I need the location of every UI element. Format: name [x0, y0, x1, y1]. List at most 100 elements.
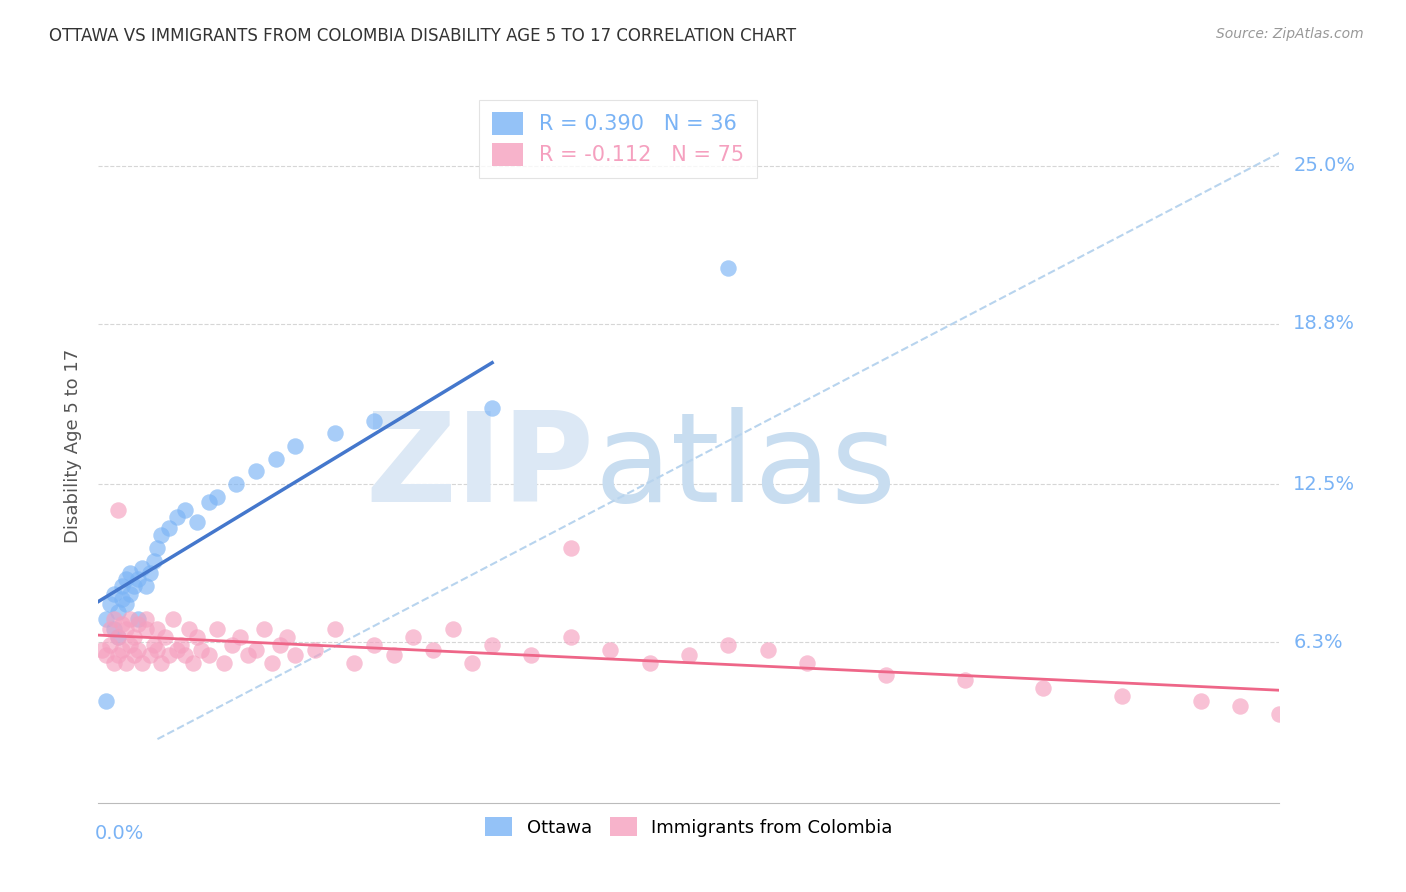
Point	[103, 623, 125, 637]
Point	[127, 643, 149, 657]
Point	[157, 648, 180, 662]
Point	[1032, 681, 1054, 695]
Point	[323, 623, 346, 637]
Point	[98, 623, 121, 637]
Point	[284, 439, 307, 453]
Point	[138, 648, 160, 662]
Point	[363, 413, 385, 427]
Point	[162, 612, 184, 626]
Point	[111, 643, 134, 657]
Text: 12.5%: 12.5%	[1294, 475, 1355, 494]
Point	[225, 477, 247, 491]
Point	[138, 566, 160, 581]
Point	[953, 673, 976, 688]
Point	[323, 426, 346, 441]
Point	[98, 597, 121, 611]
Point	[96, 648, 118, 662]
Point	[98, 638, 121, 652]
Point	[131, 656, 153, 670]
Point	[107, 648, 129, 662]
Point	[118, 587, 141, 601]
Y-axis label: Disability Age 5 to 17: Disability Age 5 to 17	[63, 349, 82, 543]
Point	[205, 490, 228, 504]
Point	[1189, 694, 1212, 708]
Point	[221, 638, 243, 652]
Point	[304, 643, 326, 657]
Point	[441, 623, 464, 637]
Point	[157, 520, 180, 534]
Point	[1268, 706, 1291, 721]
Point	[229, 630, 252, 644]
Text: 18.8%: 18.8%	[1294, 314, 1355, 334]
Point	[107, 502, 129, 516]
Point	[166, 510, 188, 524]
Point	[190, 643, 212, 657]
Text: Source: ZipAtlas.com: Source: ZipAtlas.com	[1216, 27, 1364, 41]
Point	[756, 643, 779, 657]
Point	[197, 648, 219, 662]
Point	[118, 612, 141, 626]
Point	[135, 612, 157, 626]
Point	[122, 630, 145, 644]
Point	[111, 617, 134, 632]
Point	[481, 401, 503, 415]
Point	[131, 561, 153, 575]
Point	[717, 260, 740, 275]
Point	[103, 587, 125, 601]
Point	[284, 648, 307, 662]
Point	[111, 591, 134, 606]
Point	[115, 623, 138, 637]
Point	[638, 656, 661, 670]
Point	[135, 623, 157, 637]
Point	[422, 643, 444, 657]
Point	[599, 643, 621, 657]
Point	[146, 623, 169, 637]
Point	[96, 612, 118, 626]
Point	[115, 597, 138, 611]
Point	[245, 643, 267, 657]
Point	[142, 638, 165, 652]
Point	[717, 638, 740, 652]
Point	[150, 656, 173, 670]
Point	[264, 451, 287, 466]
Point	[103, 656, 125, 670]
Point	[678, 648, 700, 662]
Point	[142, 554, 165, 568]
Point	[253, 623, 276, 637]
Point	[461, 656, 484, 670]
Point	[177, 623, 200, 637]
Point	[875, 668, 897, 682]
Point	[1111, 689, 1133, 703]
Point	[205, 623, 228, 637]
Point	[560, 541, 582, 555]
Point	[107, 605, 129, 619]
Point	[276, 630, 298, 644]
Point	[150, 528, 173, 542]
Point	[96, 694, 118, 708]
Point	[127, 612, 149, 626]
Text: OTTAWA VS IMMIGRANTS FROM COLOMBIA DISABILITY AGE 5 TO 17 CORRELATION CHART: OTTAWA VS IMMIGRANTS FROM COLOMBIA DISAB…	[49, 27, 796, 45]
Point	[363, 638, 385, 652]
Point	[520, 648, 543, 662]
Point	[1229, 698, 1251, 713]
Point	[91, 643, 114, 657]
Point	[186, 630, 208, 644]
Point	[481, 638, 503, 652]
Point	[127, 617, 149, 632]
Point	[115, 572, 138, 586]
Point	[343, 656, 366, 670]
Point	[197, 495, 219, 509]
Point	[796, 656, 818, 670]
Point	[135, 579, 157, 593]
Point	[127, 572, 149, 586]
Point	[166, 643, 188, 657]
Point	[214, 656, 236, 670]
Point	[174, 502, 197, 516]
Point	[174, 648, 197, 662]
Point	[402, 630, 425, 644]
Point	[236, 648, 259, 662]
Legend: Ottawa, Immigrants from Colombia: Ottawa, Immigrants from Colombia	[478, 810, 900, 844]
Point	[170, 638, 193, 652]
Point	[122, 579, 145, 593]
Text: atlas: atlas	[595, 407, 897, 528]
